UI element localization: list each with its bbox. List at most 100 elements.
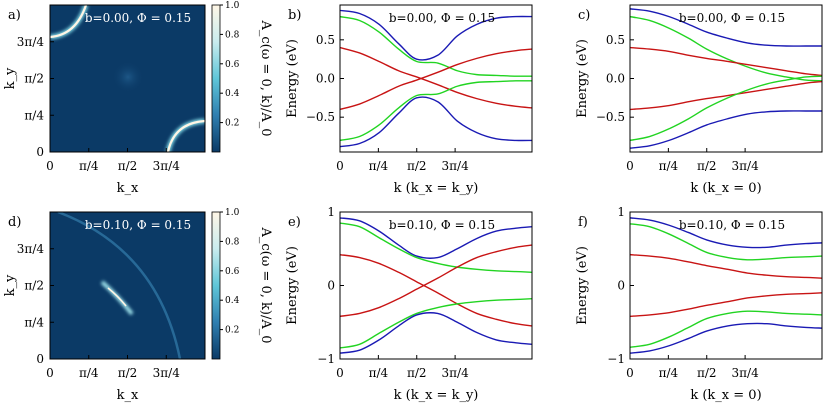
y-tick-label: π/4 <box>24 315 44 329</box>
panel-label: b) <box>288 8 301 23</box>
series-line-red-3 <box>340 48 532 111</box>
x-tick-label: 0 <box>46 159 54 173</box>
series-group <box>340 9 532 148</box>
y-tick-label: 0 <box>36 352 44 366</box>
plot-frame <box>339 4 533 153</box>
y-tick-label: 0.5 <box>606 33 625 47</box>
y-tick-label: −1 <box>317 352 335 366</box>
y-tick-label: 3π/4 <box>17 242 45 256</box>
panel-label: c) <box>578 8 590 23</box>
y-axis-label: k_y <box>3 67 18 89</box>
colorbar <box>211 211 221 360</box>
y-tick-label: 0.5 <box>316 33 335 47</box>
heatmap-center-spot <box>112 61 144 93</box>
heatmap-background <box>50 212 205 359</box>
y-tick-label: π/2 <box>24 279 44 293</box>
colorbar-tick-label: 1.0 <box>225 1 240 11</box>
series-line-blue-5 <box>340 96 532 148</box>
x-tick-label: 0 <box>626 366 634 380</box>
y-tick-label: π/4 <box>24 108 44 122</box>
series-line-red-2 <box>630 253 822 279</box>
y-tick-label: 3π/4 <box>17 35 45 49</box>
x-axis-label: k (k_x = k_y) <box>394 388 479 403</box>
panel-label: d) <box>8 215 21 230</box>
series-line-red-3 <box>630 292 822 318</box>
series-group <box>340 217 532 354</box>
x-tick-label: 0 <box>336 366 344 380</box>
series-group <box>630 8 822 149</box>
colorbar-tick-label: 0.4 <box>225 89 240 99</box>
y-tick-label: 0 <box>327 279 335 293</box>
x-tick-label: π/4 <box>79 159 99 173</box>
x-tick-label: 3π/4 <box>732 366 760 380</box>
x-tick-label: π/2 <box>118 159 138 173</box>
series-line-green-1 <box>630 223 822 261</box>
panel-annotation: b=0.10, Φ = 0.15 <box>85 218 191 232</box>
colorbar-label: A_c(ω = 0, k)/A_0 <box>258 226 273 343</box>
y-tick-label: 0 <box>617 279 625 293</box>
x-tick-label: 3π/4 <box>442 159 470 173</box>
x-tick-label: π/4 <box>369 159 389 173</box>
x-tick-label: π/4 <box>659 366 679 380</box>
series-line-green-4 <box>340 80 532 142</box>
colorbar-tick-label: 0.6 <box>225 267 240 277</box>
x-tick-label: π/2 <box>697 159 717 173</box>
x-axis-label: k_x <box>117 181 139 196</box>
panel-a: 0 π/4 π/2 3π/4 0 π/4 π/2 3π/4 k_x k_y a) b=0.00, Φ … <box>3 1 273 196</box>
series-line-red-2 <box>340 46 532 109</box>
panel-annotation: b=0.00, Φ = 0.15 <box>389 11 495 25</box>
y-tick-label: 0 <box>36 145 44 159</box>
series-line-red-2 <box>630 46 822 77</box>
heatmap-arc-topleft <box>50 5 88 39</box>
y-axis-label: Energy (eV) <box>575 246 590 325</box>
panel-c: 0 π/4 π/2 3π/4 −0.5 0.0 0.5 k (k_x = 0) Energy (… <box>575 4 823 196</box>
x-tick-label: 3π/4 <box>153 366 181 380</box>
y-axis-label: Energy (eV) <box>575 39 590 118</box>
series-line-red-3 <box>630 80 822 111</box>
series-line-red-3 <box>340 244 532 318</box>
colorbar <box>211 4 221 153</box>
x-tick-label: π/4 <box>369 366 389 380</box>
heatmap-arc-bottomright <box>166 119 205 152</box>
y-axis-label: Energy (eV) <box>285 246 300 325</box>
x-tick-label: π/2 <box>407 366 427 380</box>
y-tick-label: −0.5 <box>596 110 625 124</box>
series-line-green-1 <box>340 222 532 273</box>
series-line-blue-5 <box>340 312 532 354</box>
panel-annotation: b=0.10, Φ = 0.15 <box>679 218 785 232</box>
panel-label: e) <box>288 215 301 230</box>
x-tick-label: π/2 <box>118 366 138 380</box>
x-tick-label: 0 <box>626 159 634 173</box>
x-axis-label: k_x <box>117 388 139 403</box>
colorbar-tick-label: 0.8 <box>225 237 240 247</box>
plot-frame <box>629 211 823 360</box>
x-tick-label: 0 <box>46 366 54 380</box>
series-line-green-4 <box>340 298 532 349</box>
x-tick-label: π/2 <box>407 159 427 173</box>
y-tick-label: 1 <box>327 205 335 219</box>
x-tick-label: 3π/4 <box>442 366 470 380</box>
panel-annotation: b=0.00, Φ = 0.15 <box>679 11 785 25</box>
heatmap-features <box>50 5 205 152</box>
y-axis-label: k_y <box>3 274 18 296</box>
series-line-green-4 <box>630 310 822 348</box>
panel-b: 0 π/4 π/2 3π/4 −0.5 0.0 0.5 k (k_x = k_y) Energy… <box>285 4 533 196</box>
series-line-blue-5 <box>630 110 822 149</box>
y-axis-label: Energy (eV) <box>285 39 300 118</box>
panel-d: 0 π/4 π/2 3π/4 0 π/4 π/2 3π/4 k_x k_y d) b=0.10, Φ … <box>3 208 273 403</box>
heatmap-arc-faint <box>57 212 182 359</box>
series-line-blue-0 <box>340 9 532 61</box>
y-tick-label: 0.0 <box>606 72 625 86</box>
series-line-blue-0 <box>630 8 822 47</box>
y-tick-label: −1 <box>607 352 625 366</box>
x-tick-label: π/4 <box>659 159 679 173</box>
heatmap-arc-bright <box>107 287 127 307</box>
y-tick-label: π/2 <box>24 72 44 86</box>
series-line-blue-0 <box>630 217 822 249</box>
x-axis-label: k (k_x = k_y) <box>394 181 479 196</box>
series-line-green-1 <box>340 15 532 77</box>
colorbar-label: A_c(ω = 0, k)/A_0 <box>258 19 273 136</box>
